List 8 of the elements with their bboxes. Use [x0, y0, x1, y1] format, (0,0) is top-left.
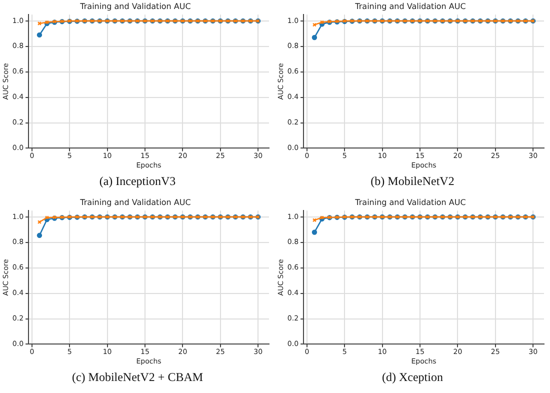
chart-title: Training and Validation AUC — [79, 2, 192, 11]
chart-title: Training and Validation AUC — [79, 198, 192, 207]
text: (d) Xception — [382, 369, 443, 386]
text: (a) InceptionV3 — [99, 173, 176, 190]
chart-title: Training and Validation AUC — [354, 198, 466, 207]
chart-title: Training and Validation AUC — [354, 2, 466, 11]
text: (b) MobileNetV2 — [370, 173, 454, 190]
text: (c) MobileNetV2 + CBAM — [72, 369, 204, 386]
